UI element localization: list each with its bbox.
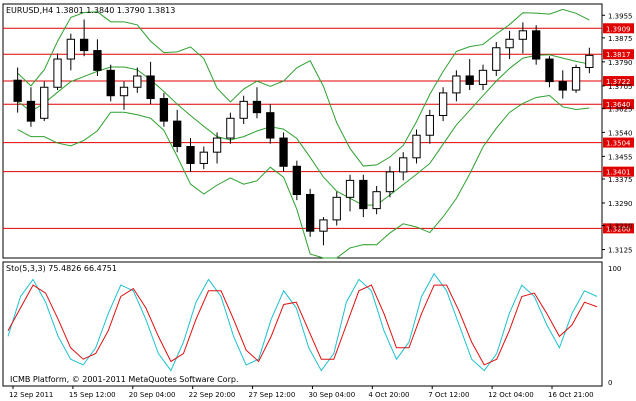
level-label-bg bbox=[603, 76, 634, 87]
stochastic-tick-label: 0 bbox=[608, 379, 612, 387]
candles bbox=[13, 19, 594, 246]
candle-up bbox=[571, 67, 581, 91]
footer-copyright: ICMB Platform, © 2001-2011 MetaQuotes So… bbox=[10, 375, 239, 384]
level-label: 1.3640 bbox=[606, 101, 631, 109]
candle-down bbox=[359, 179, 368, 210]
candle-up bbox=[119, 86, 129, 97]
candle-down bbox=[266, 112, 275, 139]
candle-up bbox=[399, 157, 408, 173]
time-tick-label: 16 Oct 21:00 bbox=[548, 391, 594, 399]
price-tick-label: 1.3955 bbox=[608, 12, 633, 20]
candle-up bbox=[212, 137, 222, 153]
level-label-bg bbox=[603, 49, 634, 60]
level-label: 1.3504 bbox=[606, 140, 631, 148]
candle-down bbox=[279, 137, 288, 167]
level-label-bg bbox=[603, 23, 634, 34]
candle-down bbox=[305, 194, 315, 232]
candle-up bbox=[438, 92, 448, 116]
candle-down bbox=[159, 98, 169, 122]
time-axis: 12 Sep 2011 15 Sep 12:00 20 Sep 04:00 22 Se… bbox=[9, 386, 594, 399]
candle-up bbox=[53, 58, 62, 88]
lower-band bbox=[17, 94, 590, 259]
candle-up bbox=[425, 114, 434, 136]
stochastic-tick-label: 100 bbox=[608, 265, 621, 273]
candle-down bbox=[252, 100, 262, 114]
candle-up bbox=[40, 86, 49, 119]
candle-down bbox=[93, 50, 102, 71]
candle-up bbox=[492, 47, 501, 71]
level-label: 1.3401 bbox=[606, 169, 631, 177]
level-label: 1.3909 bbox=[606, 25, 631, 33]
price-tick-label: 1.3455 bbox=[608, 153, 633, 161]
upper-band bbox=[17, 8, 590, 167]
level-label-bg bbox=[603, 166, 634, 177]
horizontal-levels: 1.3909 1.3817 1.3722 1.3640 1.3504 1.3401 1.32… bbox=[3, 23, 634, 234]
main-plot-frame bbox=[2, 3, 603, 259]
candle-down bbox=[146, 75, 155, 100]
candle-up bbox=[505, 38, 514, 49]
time-tick-label: 4 Oct 20:00 bbox=[368, 391, 409, 399]
candle-up bbox=[199, 151, 208, 164]
candle-up bbox=[319, 219, 328, 232]
middle-band bbox=[17, 54, 590, 206]
candle-down bbox=[292, 165, 302, 195]
price-tick-label: 1.3875 bbox=[608, 35, 633, 43]
stochastic-title: Sto(5,3,3) 75.4826 66.4751 bbox=[6, 264, 117, 273]
candle-down bbox=[13, 79, 22, 102]
level-label-bg bbox=[603, 223, 634, 234]
time-tick-label: 12 Sep 2011 bbox=[9, 391, 53, 399]
candle-down bbox=[79, 38, 89, 52]
level-label-bg bbox=[603, 99, 634, 110]
price-tick-label: 1.3625 bbox=[608, 105, 633, 113]
candle-up bbox=[239, 100, 248, 119]
price-tick-label: 1.3375 bbox=[608, 176, 633, 184]
level-label: 1.3200 bbox=[606, 225, 631, 233]
candle-up bbox=[585, 54, 594, 68]
time-tick-label: 7 Oct 12:00 bbox=[428, 391, 469, 399]
price-tick-label: 1.3210 bbox=[608, 223, 633, 231]
level-label-bg bbox=[603, 137, 634, 148]
bollinger-bands bbox=[17, 8, 590, 259]
time-tick-label: 30 Sep 04:00 bbox=[308, 391, 355, 399]
candle-up bbox=[372, 191, 381, 210]
price-axis: 1.3125 1.3210 1.3290 1.3375 1.3455 1.3540 1.36… bbox=[602, 12, 633, 255]
oscillator-frame bbox=[2, 261, 603, 387]
candle-up bbox=[518, 30, 528, 40]
candle-down bbox=[558, 81, 567, 91]
stochastic-main-line bbox=[7, 272, 598, 372]
candle-down bbox=[26, 100, 36, 122]
candle-down bbox=[465, 75, 474, 85]
candle-up bbox=[412, 134, 421, 159]
candle-down bbox=[545, 58, 554, 83]
candle-up bbox=[478, 69, 488, 85]
time-tick-label: 20 Sep 04:00 bbox=[129, 391, 176, 399]
price-tick-label: 1.3125 bbox=[608, 247, 633, 255]
time-tick-label: 15 Sep 12:00 bbox=[69, 391, 116, 399]
price-tick-label: 1.3705 bbox=[608, 83, 633, 91]
time-tick-label: 27 Sep 12:00 bbox=[249, 391, 296, 399]
stochastic-axis: 0 100 bbox=[608, 265, 621, 387]
time-tick-label: 22 Sep 20:00 bbox=[189, 391, 236, 399]
candle-up bbox=[332, 196, 341, 221]
candle-up bbox=[133, 75, 142, 88]
time-tick-label: 12 Oct 04:00 bbox=[488, 391, 534, 399]
candle-up bbox=[345, 179, 355, 198]
candle-up bbox=[385, 171, 395, 193]
level-label: 1.3817 bbox=[606, 51, 631, 59]
candle-down bbox=[186, 146, 195, 164]
candle-up bbox=[66, 38, 75, 60]
price-tick-label: 1.3540 bbox=[608, 129, 633, 137]
candle-down bbox=[173, 120, 182, 148]
candle-down bbox=[106, 69, 115, 97]
candle-up bbox=[452, 75, 461, 94]
level-label: 1.3722 bbox=[606, 78, 631, 86]
candle-up bbox=[226, 117, 235, 139]
candle-down bbox=[532, 30, 541, 60]
price-tick-label: 1.3290 bbox=[608, 200, 633, 208]
symbol-header: EURUSD,H4 1.3801 1.3840 1.3790 1.3813 bbox=[6, 6, 175, 15]
price-tick-label: 1.3790 bbox=[608, 59, 633, 67]
stochastic-lines bbox=[7, 272, 598, 372]
stochastic-signal-line bbox=[7, 284, 598, 366]
